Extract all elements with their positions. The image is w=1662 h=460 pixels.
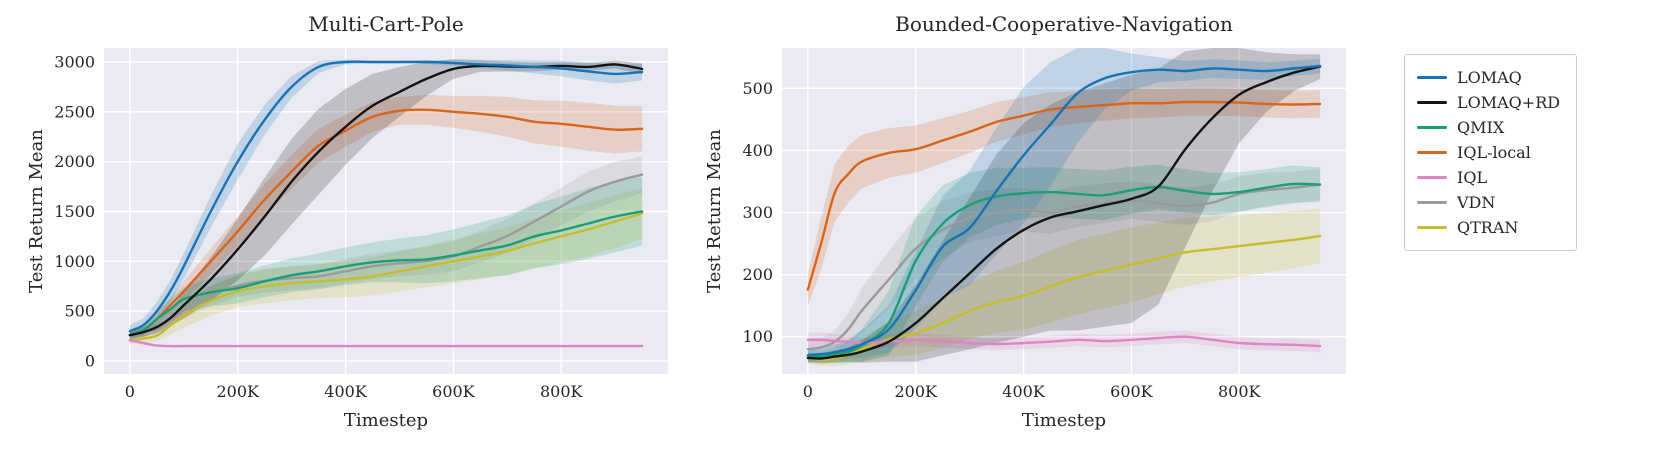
legend-line-swatch bbox=[1417, 176, 1447, 179]
y-tick-label: 1500 bbox=[54, 202, 95, 221]
legend-line-swatch bbox=[1417, 151, 1447, 154]
y-axis-label: Test Return Mean bbox=[704, 129, 725, 293]
series-line-qmix bbox=[806, 182, 1322, 358]
series-line-iql bbox=[128, 338, 644, 348]
y-tick-label: 200 bbox=[742, 265, 773, 284]
x-tick-label: 400K bbox=[324, 382, 368, 401]
series-line-qmix bbox=[128, 210, 644, 337]
legend-label: IQL bbox=[1457, 168, 1488, 187]
figure: 0 500 1000 1500 2000 2500 3000 0 200K 400K 600K 800… bbox=[20, 6, 1578, 442]
legend-label: VDN bbox=[1457, 193, 1496, 212]
y-tick-label: 3000 bbox=[54, 52, 95, 71]
x-tick-label: 600K bbox=[1110, 382, 1154, 401]
legend-line-swatch bbox=[1417, 226, 1447, 229]
y-tick-label: 2500 bbox=[54, 102, 95, 121]
legend-item-iql: IQL bbox=[1417, 165, 1560, 190]
chart-svg: 0 500 1000 1500 2000 2500 3000 0 200K 400K 600K 800… bbox=[26, 12, 668, 431]
confidence-band-qmix bbox=[807, 164, 1321, 363]
legend-item-qtran: QTRAN bbox=[1417, 215, 1560, 240]
chart-title: Multi-Cart-Pole bbox=[308, 12, 463, 36]
legend-label: LOMAQ bbox=[1457, 68, 1522, 87]
confidence-band-vdn bbox=[129, 156, 643, 339]
legend-item-iql-local: IQL-local bbox=[1417, 140, 1560, 165]
series-line-lomaq+rd bbox=[806, 65, 1322, 360]
y-tick-label: 0 bbox=[85, 352, 95, 371]
y-tick-label: 100 bbox=[742, 327, 773, 346]
y-tick-label: 1000 bbox=[54, 252, 95, 271]
confidence-band-qmix bbox=[129, 177, 643, 341]
y-tick-label: 500 bbox=[64, 302, 95, 321]
chart-bounded-cooperative-navigation: 100 200 300 400 500 0 200K 400K 600K 800K Bounded-… bbox=[698, 6, 1358, 442]
x-tick-label: 800K bbox=[540, 382, 584, 401]
y-axis-label: Test Return Mean bbox=[26, 129, 47, 293]
x-tick-label: 0 bbox=[803, 382, 813, 401]
legend-item-qmix: QMIX bbox=[1417, 115, 1560, 140]
y-tick-label: 500 bbox=[742, 79, 773, 98]
legend-line-swatch bbox=[1417, 201, 1447, 204]
x-axis-label: Timestep bbox=[1022, 410, 1106, 431]
x-axis-label: Timestep bbox=[344, 410, 428, 431]
series-line-vdn bbox=[806, 183, 1322, 351]
legend-line-swatch bbox=[1417, 76, 1447, 79]
series-line-iql bbox=[806, 335, 1322, 348]
legend-item-lomaq: LOMAQ bbox=[1417, 65, 1560, 90]
y-tick-label: 2000 bbox=[54, 152, 95, 171]
confidence-band-lomaq bbox=[807, 48, 1321, 362]
series-line-iql-local bbox=[128, 108, 644, 337]
confidence-band-vdn bbox=[807, 169, 1321, 357]
series-line-qtran bbox=[128, 212, 644, 342]
legend-label: LOMAQ+RD bbox=[1457, 93, 1561, 112]
series-line-lomaq bbox=[128, 60, 644, 333]
y-tick-label: 300 bbox=[742, 203, 773, 222]
series-line-vdn bbox=[128, 173, 644, 337]
legend: LOMAQ LOMAQ+RD QMIX IQL-local IQL VDN QTRAN bbox=[1404, 54, 1578, 251]
legend-line-swatch bbox=[1417, 126, 1447, 129]
series-line-iql-local bbox=[806, 100, 1322, 291]
confidence-band-lomaq+rd bbox=[807, 48, 1321, 364]
legend-label: IQL-local bbox=[1457, 143, 1531, 162]
y-tick-label: 400 bbox=[742, 141, 773, 160]
x-tick-label: 400K bbox=[1002, 382, 1046, 401]
legend-label: QMIX bbox=[1457, 118, 1505, 137]
x-tick-label: 200K bbox=[216, 382, 260, 401]
legend-line-swatch bbox=[1417, 101, 1447, 104]
x-tick-label: 0 bbox=[125, 382, 135, 401]
x-tick-label: 800K bbox=[1218, 382, 1262, 401]
legend-item-vdn: VDN bbox=[1417, 190, 1560, 215]
series-line-lomaq bbox=[806, 64, 1322, 357]
x-tick-label: 200K bbox=[894, 382, 938, 401]
x-tick-label: 600K bbox=[432, 382, 476, 401]
legend-item-lomaq+rd: LOMAQ+RD bbox=[1417, 90, 1560, 115]
chart-svg: 100 200 300 400 500 0 200K 400K 600K 800K Bounded-… bbox=[704, 12, 1346, 431]
chart-multi-cart-pole: 0 500 1000 1500 2000 2500 3000 0 200K 400K 600K 800… bbox=[20, 6, 680, 442]
chart-title: Bounded-Cooperative-Navigation bbox=[895, 12, 1233, 36]
legend-label: QTRAN bbox=[1457, 218, 1519, 237]
confidence-band-iql-local bbox=[129, 94, 643, 340]
